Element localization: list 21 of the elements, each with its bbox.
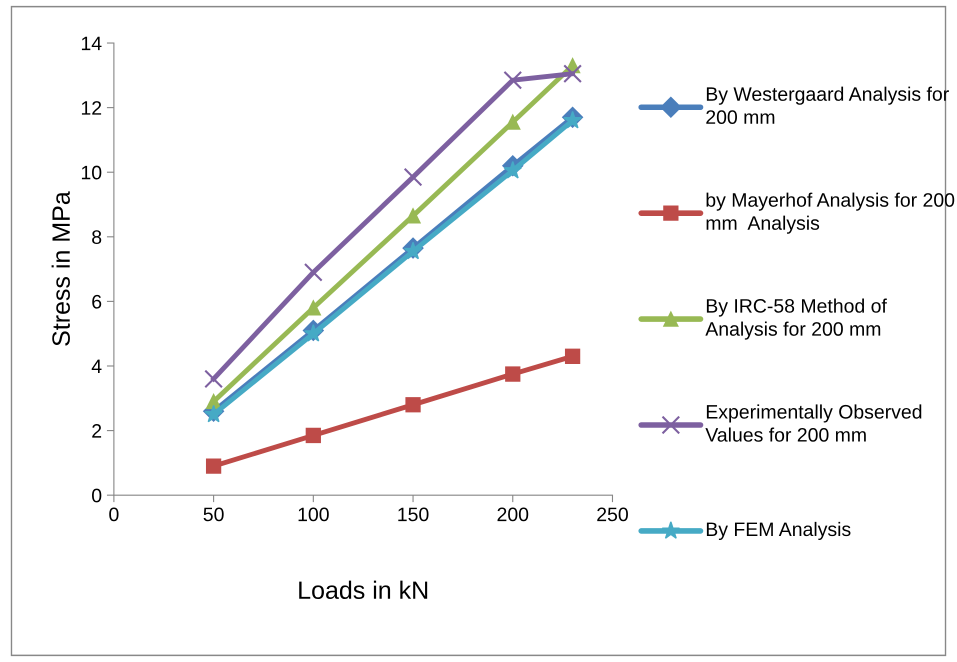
y-axis-title: Stress in MPa [52, 191, 70, 346]
y-tick-label: 2 [92, 424, 102, 438]
legend-label: by Mayerhof Analysis for 200 mm Analysis [706, 192, 954, 234]
x-tick-label: 150 [398, 507, 429, 522]
legend-label: Experimentally Observed Values for 200 mm [705, 404, 922, 442]
legend-label: By IRC-58 Method of Analysis for 200 mm [705, 298, 887, 340]
x-tick-label: 100 [298, 507, 329, 522]
y-tick-label: 4 [92, 360, 102, 374]
y-tick-label: 8 [92, 230, 102, 244]
x-tick-label: 0 [109, 507, 119, 522]
y-tick-label: 10 [82, 166, 102, 180]
legend-label: By FEM Analysis [706, 522, 850, 540]
y-tick-label: 6 [92, 294, 102, 309]
y-tick-label: 12 [82, 101, 102, 115]
x-tick-label: 50 [204, 507, 224, 522]
x-axis-title: Loads in kN [299, 580, 428, 600]
x-tick-label: 250 [597, 507, 628, 522]
y-tick-label: 14 [82, 36, 102, 50]
x-tick-label: 200 [498, 507, 528, 522]
y-tick-label: 0 [92, 488, 102, 502]
legend-label: By Westergaard Analysis for 200 mm [706, 86, 949, 124]
